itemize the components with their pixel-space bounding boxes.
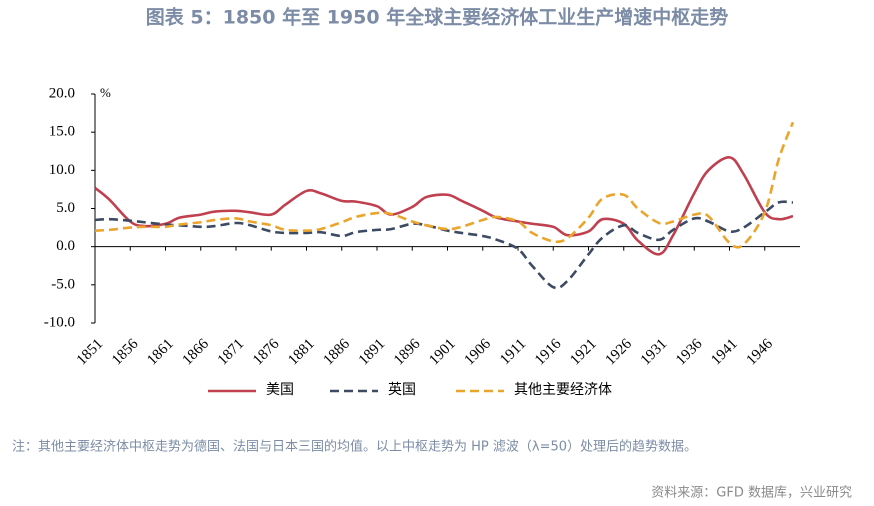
y-tick-label: 10.0 <box>49 162 75 178</box>
legend-label: 英国 <box>388 381 416 398</box>
x-tick-label: 1856 <box>109 336 142 369</box>
x-tick-label: 1926 <box>602 336 635 369</box>
x-tick-label: 1891 <box>356 336 389 369</box>
x-tick-label: 1851 <box>74 336 107 369</box>
y-tick-label: 5.0 <box>56 200 75 216</box>
x-tick-label: 1886 <box>320 336 353 369</box>
y-unit: % <box>100 85 111 100</box>
x-tick-label: 1911 <box>497 336 529 368</box>
y-tick-label: 20.0 <box>49 85 75 101</box>
x-tick-label: 1861 <box>144 336 177 369</box>
x-tick-label: 1906 <box>461 336 494 369</box>
series-line <box>94 121 795 249</box>
series-line <box>94 200 794 290</box>
y-tick-label: 0.0 <box>56 238 75 254</box>
source: 资料来源：GFD 数据库，兴业研究 <box>651 485 852 501</box>
x-tick-label: 1921 <box>567 336 600 369</box>
x-tick-label: 1946 <box>743 336 776 369</box>
x-tick-label: 1901 <box>426 336 459 369</box>
legend-label: 其他主要经济体 <box>514 382 612 398</box>
x-tick-label: 1871 <box>215 336 248 369</box>
x-tick-label: 1876 <box>250 336 283 369</box>
x-tick-label: 1916 <box>532 336 565 369</box>
x-tick-label: 1931 <box>638 336 671 369</box>
x-tick-label: 1866 <box>179 336 212 369</box>
x-tick-label: 1896 <box>391 336 424 369</box>
x-tick-label: 1936 <box>673 336 706 369</box>
chart-title: 图表 5：1850 年至 1950 年全球主要经济体工业生产增速中枢走势 <box>146 6 728 29</box>
y-tick-label: -10.0 <box>44 314 75 330</box>
x-tick-label: 1941 <box>708 336 741 369</box>
x-tick-label: 1881 <box>285 336 318 369</box>
legend-label: 美国 <box>266 382 294 398</box>
y-tick-label: -5.0 <box>51 276 75 292</box>
y-tick-label: 15.0 <box>49 124 75 140</box>
note: 注：其他主要经济体中枢走势为德国、法国与日本三国的均值。以上中枢走势为 HP 滤… <box>12 439 697 455</box>
series-line <box>94 156 794 256</box>
